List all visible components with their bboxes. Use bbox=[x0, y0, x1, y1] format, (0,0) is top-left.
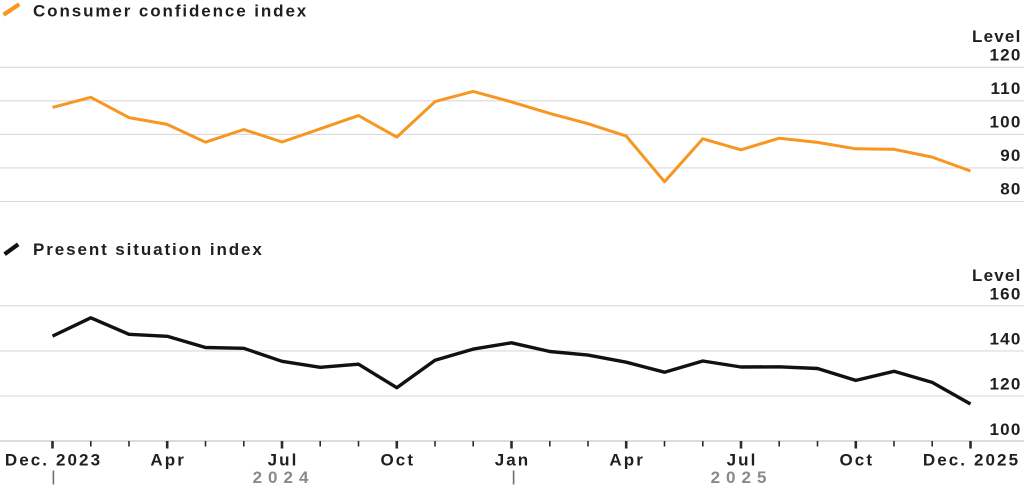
svg-text:110: 110 bbox=[990, 79, 1021, 98]
svg-text:Oct: Oct bbox=[380, 451, 415, 470]
svg-text:Present situation index: Present situation index bbox=[33, 240, 264, 259]
svg-text:Apr: Apr bbox=[150, 451, 186, 470]
svg-text:Oct: Oct bbox=[839, 451, 874, 470]
svg-text:Jan: Jan bbox=[495, 451, 531, 470]
svg-text:Level: Level bbox=[972, 266, 1021, 285]
svg-text:140: 140 bbox=[990, 330, 1022, 349]
svg-text:Jul: Jul bbox=[727, 451, 758, 470]
svg-text:120: 120 bbox=[990, 375, 1022, 394]
svg-text:160: 160 bbox=[990, 285, 1022, 304]
svg-text:120: 120 bbox=[990, 46, 1022, 65]
svg-text:2025: 2025 bbox=[711, 468, 773, 485]
svg-text:Level: Level bbox=[972, 27, 1021, 46]
svg-text:100: 100 bbox=[990, 113, 1022, 132]
svg-text:2024: 2024 bbox=[253, 468, 315, 485]
svg-text:100: 100 bbox=[990, 420, 1022, 439]
svg-text:Dec. 2023: Dec. 2023 bbox=[5, 451, 102, 470]
svg-text:80: 80 bbox=[1000, 180, 1021, 199]
svg-text:90: 90 bbox=[1000, 146, 1021, 165]
svg-text:Apr: Apr bbox=[609, 451, 645, 470]
svg-text:Jul: Jul bbox=[268, 451, 299, 470]
svg-text:Consumer confidence index: Consumer confidence index bbox=[33, 1, 308, 20]
svg-text:Dec. 2025: Dec. 2025 bbox=[923, 451, 1020, 470]
